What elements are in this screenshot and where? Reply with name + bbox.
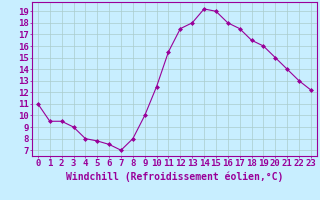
- X-axis label: Windchill (Refroidissement éolien,°C): Windchill (Refroidissement éolien,°C): [66, 171, 283, 182]
